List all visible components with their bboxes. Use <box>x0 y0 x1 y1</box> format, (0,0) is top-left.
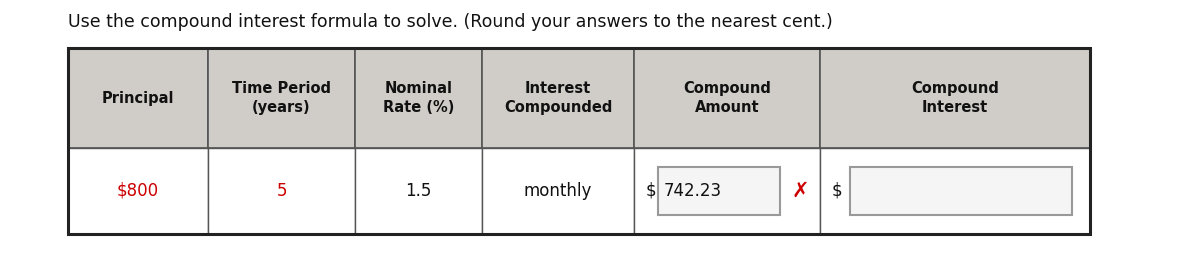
Text: $800: $800 <box>116 182 160 200</box>
Bar <box>68 48 1090 234</box>
Bar <box>850 167 1072 215</box>
Bar <box>658 167 780 215</box>
Bar <box>355 148 482 234</box>
Text: monthly: monthly <box>524 182 592 200</box>
Text: Compound
Amount: Compound Amount <box>683 81 770 115</box>
Bar <box>355 48 482 148</box>
Text: ✗: ✗ <box>791 181 809 201</box>
Bar <box>208 148 355 234</box>
Bar <box>634 48 820 148</box>
Text: $: $ <box>646 182 656 200</box>
Text: Principal: Principal <box>102 90 174 105</box>
Bar <box>68 148 208 234</box>
Text: 742.23: 742.23 <box>664 182 722 200</box>
Bar <box>482 148 634 234</box>
Text: Nominal
Rate (%): Nominal Rate (%) <box>383 81 454 115</box>
Bar <box>68 48 208 148</box>
Text: $: $ <box>832 182 842 200</box>
Text: 5: 5 <box>276 182 287 200</box>
Text: Time Period
(years): Time Period (years) <box>232 81 331 115</box>
Text: Compound
Interest: Compound Interest <box>911 81 998 115</box>
Text: 1.5: 1.5 <box>406 182 432 200</box>
Bar <box>820 48 1090 148</box>
Bar <box>820 148 1090 234</box>
Text: Interest
Compounded: Interest Compounded <box>504 81 612 115</box>
Bar <box>208 48 355 148</box>
Text: Use the compound interest formula to solve. (Round your answers to the nearest c: Use the compound interest formula to sol… <box>68 13 833 31</box>
Bar <box>482 48 634 148</box>
Bar <box>634 148 820 234</box>
